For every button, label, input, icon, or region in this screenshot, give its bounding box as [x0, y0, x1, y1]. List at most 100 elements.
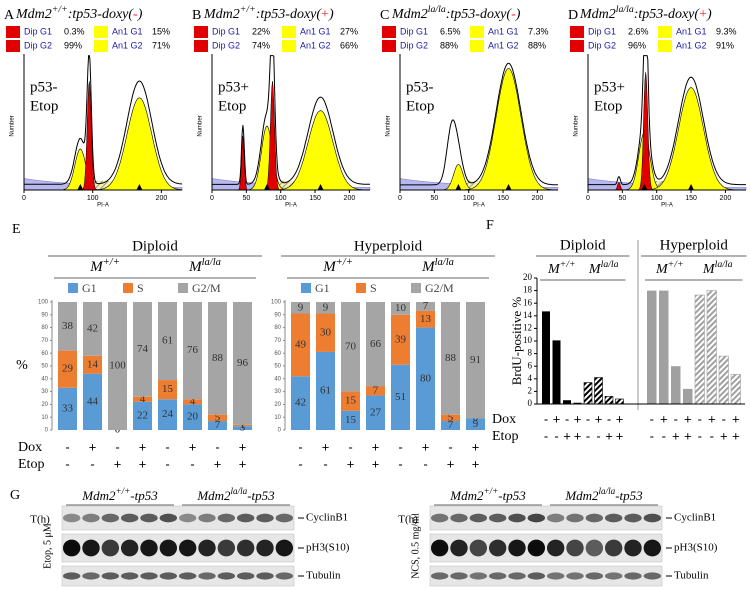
bar-segment: [341, 410, 360, 430]
bar: [683, 388, 693, 404]
value-label: 14: [87, 358, 99, 370]
blot-band: [430, 572, 449, 580]
value-label: 10: [395, 302, 407, 314]
x-axis-label: PI-A: [661, 203, 673, 209]
blot-band: [469, 572, 488, 580]
dox-label: -: [348, 439, 352, 454]
legend-label: Dip G2: [212, 40, 240, 50]
y-axis-label: Number: [198, 115, 204, 136]
y-tick-label: 90: [41, 312, 48, 318]
value-label: 4: [190, 395, 196, 407]
etop-label: -: [698, 428, 702, 443]
blot-band: [256, 513, 274, 523]
dox-label: -: [607, 411, 611, 426]
bar-segment: [233, 426, 252, 430]
legend-label: An1 G1: [488, 26, 519, 36]
text-part: M: [588, 262, 602, 277]
text-part: +/+: [240, 4, 256, 15]
value-label: 7: [215, 419, 221, 431]
blot-band: [236, 513, 255, 523]
text-part: +: [321, 7, 329, 22]
legend-swatch: [178, 283, 188, 293]
text-part: M: [702, 262, 716, 277]
bar: [604, 396, 614, 405]
treatment-label: NCS, 0.5 mg/ml: [410, 513, 421, 579]
blot-band: [178, 539, 197, 557]
blot-band: [566, 539, 584, 557]
y-tick-label: 100: [38, 300, 49, 306]
bar-segment: [366, 302, 385, 387]
blot-band: [236, 539, 255, 557]
dox-label: +: [660, 411, 668, 426]
bar-segment: [208, 414, 227, 422]
legend-swatch: [382, 26, 396, 38]
legend-swatch: [411, 283, 421, 293]
blot-band: [198, 572, 216, 580]
bar: [694, 294, 705, 405]
x-tick-label: 0: [398, 195, 402, 202]
blot-band: [159, 572, 178, 580]
etop-label: -: [662, 428, 666, 443]
etop-label: -: [423, 456, 427, 471]
blot-band: [217, 539, 236, 557]
legend-value: 71%: [152, 40, 170, 50]
dox-label: +: [595, 411, 603, 426]
time-label: T(h): [398, 514, 418, 526]
blot-band: [140, 513, 158, 523]
blot-band: [527, 513, 546, 523]
text-part: :tp53-doxy(: [446, 7, 513, 22]
dox-label: +: [89, 439, 97, 454]
blot-band: [178, 513, 197, 523]
dox-label: +: [553, 411, 561, 426]
etop-label: +: [732, 428, 740, 443]
bar-segment: [233, 424, 252, 427]
blot-background: [429, 533, 663, 563]
blot-band: [450, 513, 468, 523]
x-tick-label: 200: [532, 195, 544, 202]
y-axis-label: Number: [574, 115, 580, 136]
legend-swatch: [123, 283, 133, 293]
peak-marker: [263, 184, 270, 190]
blot-band: [430, 513, 449, 523]
dox-label: -: [544, 411, 548, 426]
etop-label: +: [605, 428, 613, 443]
text-part: M: [547, 262, 561, 277]
etop-label: +: [347, 456, 355, 471]
text-part: la/la: [715, 259, 733, 270]
text-part: M: [421, 259, 436, 275]
etop-label: -: [586, 428, 590, 443]
blot-band: [527, 572, 546, 580]
blot-band: [178, 572, 197, 580]
bar-segment: [83, 302, 102, 356]
legend-swatch: [301, 283, 311, 293]
legend-swatch: [658, 40, 672, 52]
value-label: 24: [162, 408, 174, 420]
blot-band: [62, 539, 81, 557]
dox-label: -: [398, 439, 402, 454]
text-part: M: [655, 262, 669, 277]
value-label: 44: [87, 395, 99, 407]
y-tick-label: 18: [523, 285, 533, 295]
blot-band: [256, 572, 274, 580]
treatment-label: Etop, 5 μM: [42, 523, 53, 569]
y-tick-label: 90: [274, 312, 281, 318]
bar-segment: [183, 404, 202, 430]
y-axis-label: %: [16, 358, 28, 373]
bar-segment: [466, 302, 485, 419]
protein-label: Tubulin: [306, 570, 341, 582]
bar-segment: [158, 380, 177, 400]
x-tick-label: 150: [309, 195, 321, 202]
peak-marker: [455, 184, 462, 190]
y-tick-label: 10: [274, 415, 281, 421]
protein-label: CyclinB1: [674, 512, 716, 524]
value-label: 80: [420, 372, 432, 384]
y-tick-label: 60: [274, 351, 281, 357]
etop-label: -: [554, 428, 558, 443]
x-tick-label: 50: [242, 195, 250, 202]
text-part: Mdm2: [15, 7, 52, 22]
etop-label: +: [563, 428, 571, 443]
blot-band: [62, 572, 81, 580]
etop-label: +: [214, 456, 222, 471]
annotation: Etop: [218, 98, 246, 114]
